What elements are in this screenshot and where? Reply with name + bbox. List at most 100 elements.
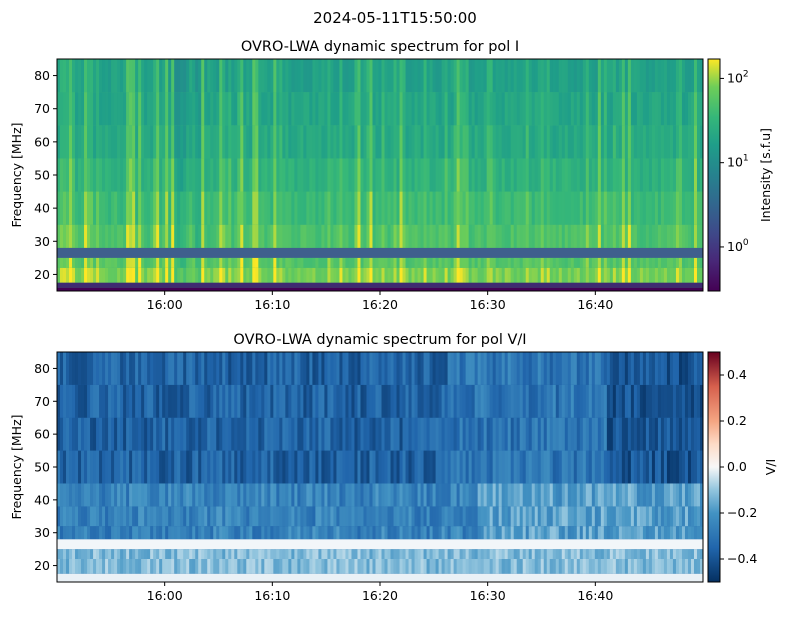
heatmap-cell <box>576 483 581 507</box>
heatmap-cell <box>423 526 427 540</box>
heatmap-cell <box>69 59 73 93</box>
heatmap-cell <box>303 549 307 559</box>
heatmap-cell <box>591 450 596 484</box>
heatmap-cell <box>123 506 127 527</box>
heatmap-cell <box>657 92 662 126</box>
heatmap-cell <box>627 384 632 418</box>
heatmap-cell <box>303 450 307 484</box>
heatmap-cell <box>171 559 175 574</box>
heatmap-cell <box>309 483 313 507</box>
heatmap-cell <box>321 267 325 283</box>
heatmap-cell <box>519 158 524 192</box>
heatmap-cell <box>225 257 229 268</box>
heatmap-cell <box>228 224 232 248</box>
heatmap-cell <box>237 417 241 451</box>
heatmap-cell <box>189 267 193 283</box>
heatmap-cell <box>261 92 265 126</box>
heatmap-cell <box>351 224 355 248</box>
heatmap-cell <box>270 158 274 192</box>
heatmap-cell <box>366 92 370 126</box>
heatmap-cell <box>159 417 163 451</box>
heatmap-cell <box>276 483 280 507</box>
gap-band <box>57 539 703 550</box>
heatmap-cell <box>573 125 578 159</box>
heatmap-cell <box>192 483 196 507</box>
heatmap-cell <box>327 417 331 451</box>
heatmap-cell <box>507 158 512 192</box>
heatmap-cell <box>327 92 331 126</box>
heatmap-cell <box>279 559 283 574</box>
heatmap-cell <box>183 125 187 159</box>
heatmap-cell <box>138 506 142 527</box>
heatmap-cell <box>579 158 584 192</box>
heatmap-cell <box>663 257 668 268</box>
heatmap-cell <box>465 191 470 225</box>
heatmap-cell <box>621 158 626 192</box>
heatmap-cell <box>198 125 202 159</box>
heatmap-cell <box>102 267 106 283</box>
heatmap-cell <box>333 59 337 93</box>
heatmap-cell <box>375 526 379 540</box>
heatmap-cell <box>684 352 689 385</box>
heatmap-cell <box>252 158 256 192</box>
heatmap-cell <box>396 257 400 268</box>
heatmap-cell <box>372 506 376 527</box>
heatmap-cell <box>333 417 337 451</box>
x-tick-label: 16:40 <box>577 297 613 312</box>
heatmap-cell <box>243 59 247 93</box>
heatmap-cell <box>336 417 340 451</box>
heatmap-cell <box>495 92 500 126</box>
heatmap-cell <box>693 384 698 418</box>
heatmap-cell <box>522 125 527 159</box>
heatmap-cell <box>411 450 415 484</box>
heatmap-cell <box>153 506 157 527</box>
heatmap-cell <box>369 352 373 385</box>
heatmap-cell <box>468 92 473 126</box>
heatmap-cell <box>195 59 199 93</box>
heatmap-cell <box>396 59 400 93</box>
heatmap-cell <box>162 559 166 574</box>
heatmap-cell <box>141 559 145 574</box>
heatmap-cell <box>420 526 424 540</box>
heatmap-cell <box>684 158 689 192</box>
heatmap-cell <box>414 549 418 559</box>
heatmap-cell <box>585 158 590 192</box>
heatmap-cell <box>576 267 581 283</box>
heatmap-cell <box>603 526 608 540</box>
heatmap-cell <box>426 158 430 192</box>
heatmap-cell <box>504 92 509 126</box>
heatmap-cell <box>174 59 178 93</box>
heatmap-cell <box>267 191 271 225</box>
heatmap-cell <box>312 352 316 385</box>
heatmap-cell <box>270 125 274 159</box>
heatmap-cell <box>393 549 397 559</box>
heatmap-cell <box>516 506 521 527</box>
heatmap-cell <box>309 384 313 418</box>
heatmap-cell <box>498 483 503 507</box>
heatmap-cell <box>117 92 121 126</box>
heatmap-cell <box>261 549 265 559</box>
heatmap-cell <box>309 549 313 559</box>
heatmap-cell <box>405 526 409 540</box>
heatmap-cell <box>180 59 184 93</box>
heatmap-cell <box>330 549 334 559</box>
heatmap-cell <box>60 549 64 559</box>
heatmap-cell <box>138 191 142 225</box>
heatmap-cell <box>297 549 301 559</box>
heatmap-cell <box>297 559 301 574</box>
heatmap-cell <box>318 191 322 225</box>
heatmap-cell <box>138 257 142 268</box>
heatmap-cell <box>279 92 283 126</box>
heatmap-cell <box>396 92 400 126</box>
heatmap-cell <box>174 526 178 540</box>
heatmap-cell <box>315 59 319 93</box>
heatmap-cell <box>624 506 629 527</box>
heatmap-cell <box>606 417 611 451</box>
heatmap-cell <box>222 257 226 268</box>
heatmap-cell <box>678 125 683 159</box>
heatmap-cell <box>678 59 683 93</box>
heatmap-cell <box>522 224 527 248</box>
heatmap-cell <box>615 191 620 225</box>
heatmap-cell <box>684 417 689 451</box>
